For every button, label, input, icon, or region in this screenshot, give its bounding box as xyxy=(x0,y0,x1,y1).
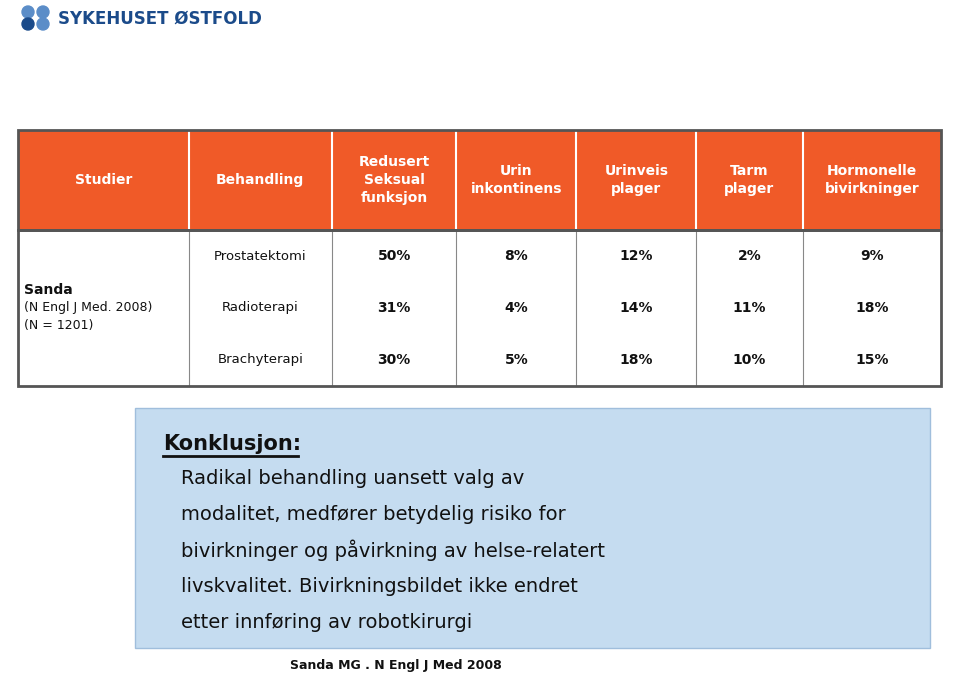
Bar xyxy=(189,130,332,230)
Text: 30%: 30% xyxy=(378,353,410,367)
Text: Brachyterapi: Brachyterapi xyxy=(218,354,303,367)
Text: (N Engl J Med. 2008): (N Engl J Med. 2008) xyxy=(24,301,152,314)
Circle shape xyxy=(37,6,49,18)
Text: Konklusjon:: Konklusjon: xyxy=(163,434,301,454)
Text: 9%: 9% xyxy=(860,249,883,263)
Bar xyxy=(18,130,941,230)
Text: Hormonelle
bivirkninger: Hormonelle bivirkninger xyxy=(825,164,919,196)
Text: 8%: 8% xyxy=(504,249,528,263)
Text: Radikal behandling uansett valg av: Radikal behandling uansett valg av xyxy=(181,469,525,488)
Text: 5%: 5% xyxy=(504,353,528,367)
Text: Sanda MG . N Engl J Med 2008: Sanda MG . N Engl J Med 2008 xyxy=(290,659,502,672)
Text: 31%: 31% xyxy=(378,301,410,315)
Circle shape xyxy=(37,18,49,30)
Bar xyxy=(456,130,576,230)
Text: (N = 1201): (N = 1201) xyxy=(24,320,93,333)
Text: modalitet, medfører betydelig risiko for: modalitet, medfører betydelig risiko for xyxy=(181,504,566,524)
Text: 50%: 50% xyxy=(378,249,410,263)
Text: Behandling: Behandling xyxy=(216,173,304,187)
Bar xyxy=(18,230,941,386)
Text: Studier: Studier xyxy=(75,173,132,187)
Text: 15%: 15% xyxy=(855,353,889,367)
Text: Urinveis
plager: Urinveis plager xyxy=(604,164,668,196)
Text: Prostatektomi: Prostatektomi xyxy=(214,249,307,263)
Text: livskvalitet. Bivirkningsbildet ikke endret: livskvalitet. Bivirkningsbildet ikke end… xyxy=(181,576,578,595)
Text: Sanda: Sanda xyxy=(24,283,73,297)
Text: 12%: 12% xyxy=(620,249,653,263)
Text: 18%: 18% xyxy=(855,301,889,315)
Text: etter innføring av robotkirurgi: etter innføring av robotkirurgi xyxy=(181,612,472,631)
Text: 2%: 2% xyxy=(737,249,761,263)
Circle shape xyxy=(22,18,34,30)
Text: 18%: 18% xyxy=(620,353,653,367)
Circle shape xyxy=(22,6,34,18)
Bar xyxy=(803,130,941,230)
Text: Radioterapi: Radioterapi xyxy=(222,301,298,314)
Bar xyxy=(18,230,941,386)
Text: Urin
inkontinens: Urin inkontinens xyxy=(471,164,562,196)
Text: 11%: 11% xyxy=(733,301,766,315)
Text: 4%: 4% xyxy=(504,301,528,315)
Bar xyxy=(18,130,189,230)
Bar xyxy=(332,130,456,230)
Text: 10%: 10% xyxy=(733,353,766,367)
Bar xyxy=(576,130,696,230)
Text: SYKEHUSET ØSTFOLD: SYKEHUSET ØSTFOLD xyxy=(58,10,262,28)
Text: bivirkninger og påvirkning av helse-relatert: bivirkninger og påvirkning av helse-rela… xyxy=(181,539,605,561)
Text: 14%: 14% xyxy=(620,301,653,315)
Text: Tarm
plager: Tarm plager xyxy=(724,164,775,196)
Bar xyxy=(696,130,803,230)
Bar xyxy=(135,408,930,648)
Text: Redusert
Seksual
funksjon: Redusert Seksual funksjon xyxy=(359,155,430,206)
